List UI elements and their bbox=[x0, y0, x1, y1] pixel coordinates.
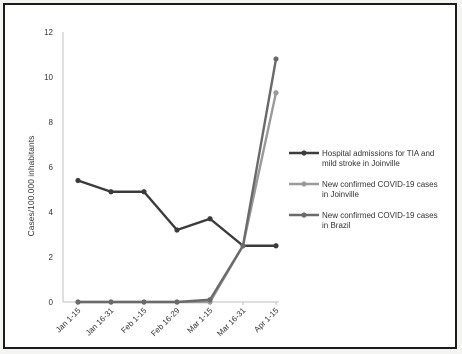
legend-label: in Joinville bbox=[322, 190, 359, 199]
data-point bbox=[273, 90, 279, 96]
series-line-new-confirmed-covid-19-cases-in-brazil bbox=[78, 58, 278, 304]
y-axis-label: Cases/100.000 inhabitants bbox=[26, 136, 36, 237]
series-points bbox=[75, 56, 279, 305]
x-tick-label: Jan 16-31 bbox=[84, 306, 116, 338]
data-point bbox=[174, 299, 180, 305]
data-point bbox=[108, 299, 114, 305]
y-tick-label: 12 bbox=[44, 28, 53, 37]
data-point bbox=[174, 227, 180, 233]
x-tick-label: Mar 1-15 bbox=[185, 306, 214, 335]
line-chart: 0 2 4 6 8 10 12 Jan 1-15 Jan 16-31 Feb 1-15 Feb 16… bbox=[26, 28, 438, 338]
y-tick-label: 8 bbox=[49, 118, 54, 127]
legend-marker bbox=[301, 212, 307, 218]
data-point bbox=[240, 243, 246, 249]
legend-marker bbox=[301, 181, 307, 187]
data-point bbox=[141, 189, 147, 195]
y-tick-label: 6 bbox=[49, 163, 54, 172]
data-point bbox=[273, 56, 279, 62]
data-point bbox=[141, 299, 147, 305]
data-point bbox=[207, 216, 213, 222]
legend-label: mild stroke in Joinville bbox=[322, 159, 400, 168]
data-point bbox=[207, 297, 213, 303]
series-line-new-confirmed-covid-19-cases-in-joinville bbox=[78, 92, 278, 304]
x-tick-label: Apr 1-15 bbox=[252, 306, 280, 334]
x-tick-label: Feb 16-29 bbox=[149, 306, 182, 339]
data-point bbox=[108, 189, 114, 195]
x-tick-label: Feb 1-15 bbox=[119, 306, 148, 335]
chart-frame: 0 2 4 6 8 10 12 Jan 1-15 Jan 16-31 Feb 1-15 Feb 16… bbox=[3, 3, 457, 349]
x-tick-label: Jan 1-15 bbox=[54, 306, 83, 335]
series-lines bbox=[77, 58, 278, 304]
data-point bbox=[75, 177, 81, 184]
y-tick-label: 10 bbox=[44, 73, 53, 82]
x-tick-label: Mar 16-31 bbox=[215, 306, 248, 339]
legend-label: New confirmed COVID-19 cases bbox=[322, 180, 438, 189]
axes: 0 2 4 6 8 10 12 Jan 1-15 Jan 16-31 Feb 1-15 Feb 16… bbox=[44, 28, 281, 338]
legend-label: New confirmed COVID-19 cases bbox=[322, 211, 438, 220]
y-tick-label: 0 bbox=[49, 298, 54, 307]
data-point bbox=[273, 243, 279, 249]
legend-marker bbox=[301, 150, 307, 156]
data-point bbox=[75, 299, 81, 305]
y-tick-label: 2 bbox=[49, 253, 54, 262]
legend-label: in Brazil bbox=[322, 221, 351, 230]
legend-label: Hospital admissions for TIA and bbox=[322, 149, 434, 158]
y-tick-label: 4 bbox=[49, 208, 54, 217]
